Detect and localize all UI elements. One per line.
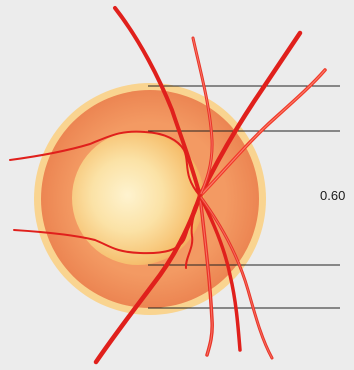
cup-disc-ratio-label: 0.60 — [320, 189, 345, 203]
